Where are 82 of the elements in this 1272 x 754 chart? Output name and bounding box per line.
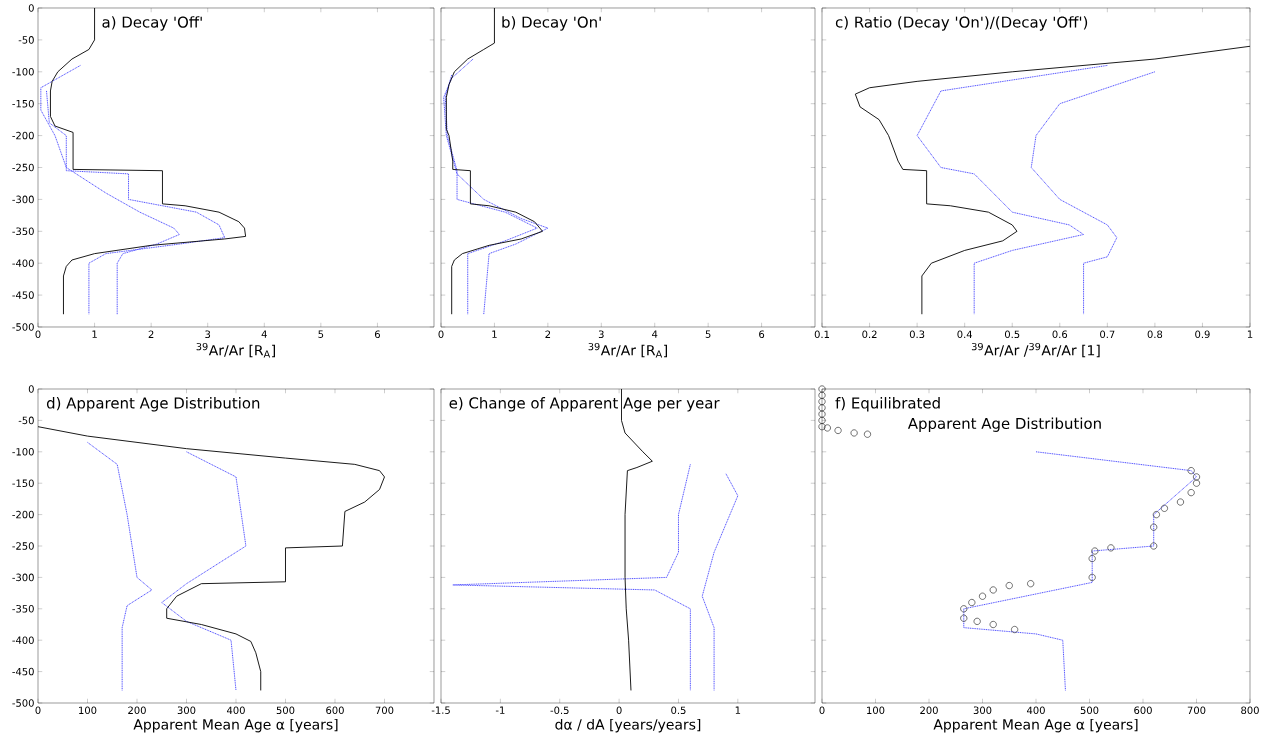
text: d) Apparent Age Distribution — [46, 397, 260, 412]
text: b) Decay 'On' — [502, 16, 601, 31]
y-tick-label: -350 — [12, 227, 34, 236]
y-tick-label: -250 — [12, 163, 34, 172]
x-tick-label: 2 — [545, 330, 551, 338]
x-tick-label: 0.7 — [1100, 330, 1115, 339]
x-tick-label: 700 — [1187, 706, 1206, 715]
x-tick-label: 1 — [1247, 330, 1253, 338]
x-tick-label: 0.1 — [814, 330, 830, 339]
x-axis-title: $^{39}$Ar/Ar [R$_{A}$] — [588, 342, 667, 358]
y-tick-label: -400 — [12, 259, 34, 267]
x-tick-label: 0.9 — [1195, 330, 1210, 339]
x-tick-label: 700 — [375, 706, 394, 715]
x-tick-label: 1 — [735, 706, 741, 714]
x-tick-label: 0 — [438, 330, 444, 339]
text: f) Equilibrated — [835, 397, 940, 412]
y-tick-label: -200 — [12, 131, 34, 140]
x-tick-label: 300 — [177, 706, 196, 715]
y-tick-label: -150 — [12, 99, 34, 108]
x-tick-label: 0.6 — [1052, 330, 1068, 339]
y-tick-label: -150 — [12, 479, 34, 487]
y-tick-label: 0 — [28, 4, 34, 12]
x-tick-label: 0.3 — [909, 330, 925, 339]
text: e) Change of Apparent Age per year — [449, 397, 720, 412]
x-tick-label: 3 — [205, 330, 211, 339]
x-tick-label: 0.5 — [671, 706, 686, 715]
x-tick-label: 500 — [276, 706, 295, 715]
x-tick-label: 0.4 — [957, 330, 973, 339]
x-tick-label: 6 — [374, 330, 380, 339]
x-tick-label: 300 — [973, 706, 992, 715]
x-tick-label: 0 — [819, 706, 825, 715]
y-tick-label: -500 — [12, 699, 34, 707]
x-tick-label: 200 — [128, 706, 146, 715]
y-tick-label: -300 — [12, 195, 34, 204]
y-tick-label: -100 — [12, 448, 34, 456]
x-tick-label: 800 — [1241, 706, 1259, 715]
x-tick-label: 0.8 — [1147, 330, 1163, 339]
x-tick-label: 0.2 — [862, 330, 877, 339]
y-tick-label: -400 — [12, 636, 34, 644]
x-tick-label: 1 — [92, 330, 97, 338]
y-tick-label: -200 — [12, 510, 34, 519]
x-tick-label: 4 — [652, 330, 658, 338]
y-tick-label: -450 — [12, 291, 34, 299]
y-tick-label: -350 — [12, 605, 34, 613]
x-axis-title: dα / dA [years/years] — [555, 718, 701, 733]
x-tick-label: 100 — [867, 706, 885, 715]
x-tick-label: 0.5 — [1004, 330, 1020, 339]
x-tick-label: 200 — [920, 706, 938, 715]
text: Apparent Age Distribution — [907, 417, 1101, 432]
x-tick-label: 6 — [759, 330, 765, 339]
text: a) Decay 'Off' — [102, 16, 202, 31]
x-tick-label: 600 — [326, 706, 344, 715]
x-tick-label: -1.5 — [431, 706, 450, 714]
x-tick-label: -1 — [495, 706, 505, 714]
x-tick-label: 600 — [1134, 706, 1152, 715]
x-tick-label: 3 — [598, 330, 604, 339]
x-tick-label: 400 — [226, 706, 245, 715]
x-tick-label: 500 — [1080, 706, 1099, 715]
y-tick-label: -300 — [12, 573, 34, 582]
y-tick-label: -100 — [12, 68, 34, 76]
x-tick-label: 1 — [492, 330, 497, 338]
y-tick-label: -50 — [18, 36, 34, 44]
x-tick-label: 0 — [616, 706, 622, 715]
x-tick-label: 0 — [35, 706, 41, 715]
x-axis-title: Apparent Mean Age α [years] — [133, 718, 338, 733]
x-tick-label: 400 — [1026, 706, 1045, 715]
x-axis-title: $^{39}$Ar/Ar [R$_{A}$] — [196, 342, 275, 358]
x-tick-label: 5 — [318, 330, 324, 338]
x-axis-title: Apparent Mean Age α [years] — [933, 718, 1138, 733]
y-tick-label: -250 — [12, 542, 34, 550]
x-tick-label: -0.5 — [550, 706, 569, 715]
x-tick-label: 100 — [79, 706, 97, 715]
y-tick-label: -50 — [18, 416, 34, 425]
x-tick-label: 5 — [705, 330, 711, 338]
x-tick-label: 0 — [35, 330, 41, 339]
x-tick-label: 4 — [261, 330, 267, 338]
y-tick-label: -500 — [12, 323, 34, 331]
x-axis-title: $^{39}$Ar/Ar /$^{39}$Ar/Ar [1] — [971, 342, 1100, 358]
x-tick-label: 2 — [148, 330, 154, 338]
y-tick-label: 0 — [28, 385, 34, 393]
y-tick-label: -450 — [12, 667, 34, 676]
text: c) Ratio (Decay 'On')/(Decay 'Off') — [835, 16, 1088, 31]
